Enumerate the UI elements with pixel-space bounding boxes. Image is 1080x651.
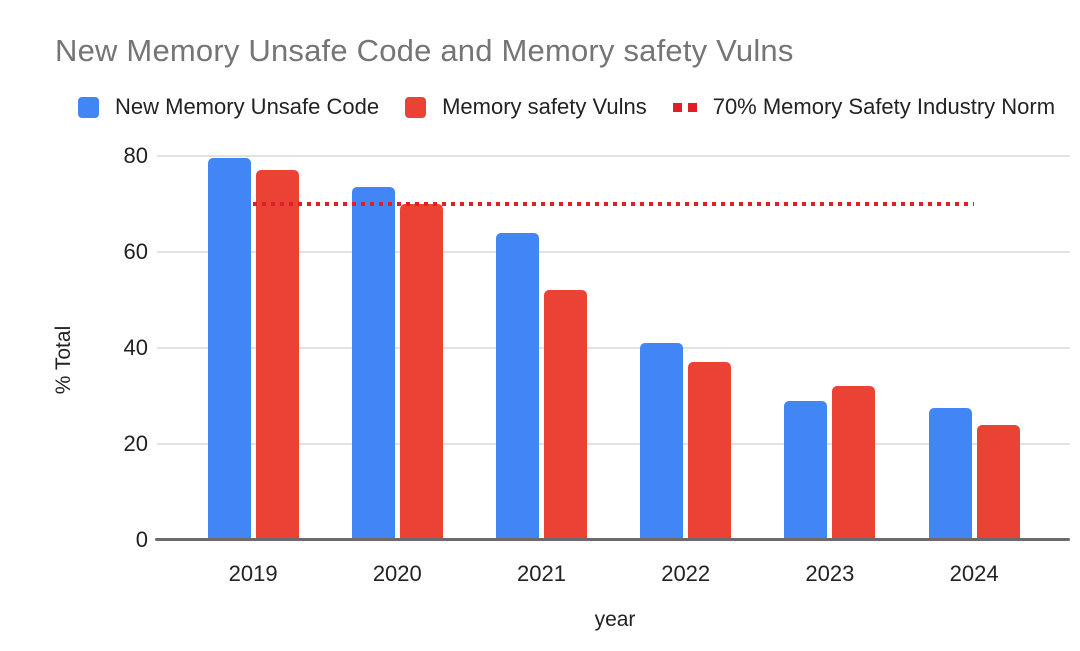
x-axis-title: year [594,608,636,631]
red-dotted-line-swatch-icon [672,102,697,112]
red-square-swatch-icon [405,96,427,118]
blue-square-swatch-icon [78,96,99,118]
gridline-40 [157,347,1070,349]
x-tick-label-2024: 2024 [949,561,999,586]
y-tick-label-20: 20 [123,431,148,456]
chart-title: New Memory Unsafe Code and Memory safety… [55,33,794,68]
y-tick-label-40: 40 [123,335,148,360]
y-tick-label-80: 80 [123,143,148,168]
bar-2023-memory-safety-vulns [832,386,876,540]
legend-item-memory-safety-vulns: Memory safety Vulns [405,94,647,120]
gridline-60 [157,251,1070,253]
bar-2021-memory-safety-vulns [544,290,587,540]
bar-2022-new-memory-unsafe-code [640,343,684,540]
bar-2019-memory-safety-vulns [255,170,299,540]
bar-2024-memory-safety-vulns [976,424,1020,540]
bar-2021-new-memory-unsafe-code [496,232,539,540]
bar-2020-new-memory-unsafe-code [351,187,395,540]
bar-2020-memory-safety-vulns [399,204,443,540]
y-tick-label-0: 0 [135,527,148,552]
legend-label-industry-norm: 70% Memory Safety Industry Norm [712,94,1056,119]
legend-label-memory-safety-vulns: Memory safety Vulns [442,94,647,119]
x-tick-label-2019: 2019 [228,561,278,586]
x-tick-label-2020: 2020 [372,561,422,586]
legend-item-industry-norm: 70% Memory Safety Industry Norm [672,94,1056,120]
bar-2022-memory-safety-vulns [688,362,732,540]
y-axis-title: % Total [52,325,75,395]
chart-legend: New Memory Unsafe Code Memory safety Vul… [78,94,1080,120]
y-tick-label-60: 60 [123,239,148,264]
x-tick-label-2022: 2022 [661,561,711,586]
x-tick-label-2023: 2023 [805,561,855,586]
legend-item-new-memory-unsafe-code: New Memory Unsafe Code [78,94,379,120]
bar-2024-new-memory-unsafe-code [928,408,972,540]
gridline-80 [157,155,1070,157]
70-memory-safety-industry-norm-line [253,202,975,206]
gridline-20 [157,443,1070,445]
legend-label-new-memory-unsafe-code: New Memory Unsafe Code [115,94,380,119]
x-tick-label-2021: 2021 [517,561,566,586]
x-axis-line [155,538,1070,541]
bar-2023-new-memory-unsafe-code [784,400,828,540]
bar-2019-new-memory-unsafe-code [207,158,251,540]
